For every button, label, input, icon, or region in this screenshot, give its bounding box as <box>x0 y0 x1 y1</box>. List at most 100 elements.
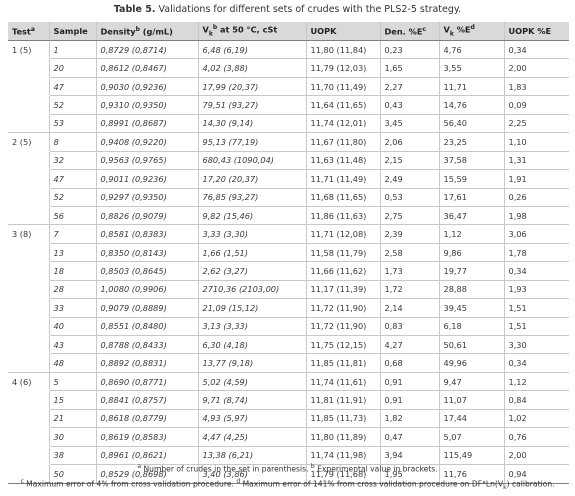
cell-test <box>8 298 50 318</box>
footnote-line-1: a Number of crudes in the set in parenth… <box>137 463 438 474</box>
cell-viscosity: 4,93 (5,97) <box>198 409 307 429</box>
cell-uopk: 11,64 (11,65) <box>306 95 381 115</box>
cell-viscosity-error: 3,55 <box>439 58 505 78</box>
cell-test <box>8 390 50 410</box>
cell-uopk-error: 3,30 <box>504 335 569 355</box>
header-row: Testa Sample Densityb (g/mL) Vkb at 50 °… <box>8 22 569 41</box>
cell-sample: 33 <box>49 298 97 318</box>
cell-uopk: 11,74 (11,61) <box>306 371 381 392</box>
cell-viscosity-error: 56,40 <box>439 114 505 134</box>
cell-uopk: 11,80 (11,89) <box>306 427 381 447</box>
cell-sample: 56 <box>49 206 97 226</box>
cell-density-error: 0,47 <box>380 427 440 447</box>
cell-uopk-error: 1,51 <box>504 298 569 318</box>
cell-test: 4 (6) <box>8 371 50 392</box>
cell-test <box>8 77 50 97</box>
cell-viscosity: 1,66 (1,51) <box>198 243 307 263</box>
cell-viscosity-error: 50,61 <box>439 335 505 355</box>
table-row: 38 0,8961 (0,8621) 13,38 (6,21) 11,74 (11,9… <box>8 446 569 466</box>
cell-density-error: 2,58 <box>380 243 440 263</box>
footnotes: a Number of crudes in the set in parenth… <box>0 461 575 494</box>
cell-viscosity: 17,20 (20,37) <box>198 169 307 189</box>
cell-density: 1,0080 (0,9906) <box>96 280 199 300</box>
cell-density-error: 3,94 <box>380 446 440 466</box>
cell-uopk: 11,79 (12,03) <box>306 58 381 78</box>
table-row: 50 0,8529 (0,8698) 3,40 (3,86) 11,79 (11,68… <box>8 464 569 484</box>
cell-density: 0,8619 (0,8583) <box>96 427 199 447</box>
table-row: 47 0,9030 (0,9236) 17,99 (20,37) 11,70 (11,… <box>8 77 569 97</box>
header-density-error: Den. %Ec <box>380 22 440 41</box>
cell-sample: 8 <box>49 132 97 152</box>
cell-viscosity-error: 9,47 <box>439 371 505 392</box>
cell-viscosity: 9,71 (8,74) <box>198 390 307 410</box>
cell-uopk-error: 0,26 <box>504 188 569 207</box>
table-row: 53 0,8991 (0,8687) 14,30 (9,14) 11,74 (12,0… <box>8 114 569 134</box>
cell-uopk-error: 2,00 <box>504 58 569 78</box>
cell-density-error: 1,73 <box>380 261 440 281</box>
cell-viscosity: 21,09 (15,12) <box>198 298 307 318</box>
cell-viscosity: 79,51 (93,27) <box>198 95 307 115</box>
caption-label: Table 5. <box>113 4 156 15</box>
cell-viscosity-error: 39,45 <box>439 298 505 318</box>
cell-uopk-error: 1,51 <box>504 317 569 337</box>
cell-viscosity-error: 1,12 <box>439 224 505 244</box>
table-row: 3 (8) 7 0,8581 (0,8383) 3,33 (3,30) 11,71 (1… <box>8 224 569 244</box>
cell-viscosity-error: 5,07 <box>439 427 505 447</box>
cell-density-error: 1,65 <box>380 58 440 78</box>
cell-viscosity-error: 4,76 <box>439 40 505 60</box>
table-row: 52 0,9310 (0,9350) 79,51 (93,27) 11,64 (11,… <box>8 95 569 115</box>
cell-uopk: 11,66 (11,62) <box>306 261 381 281</box>
cell-viscosity-error: 11,76 <box>439 464 505 484</box>
cell-density-error: 2,15 <box>380 151 440 171</box>
cell-density-error: 0,23 <box>380 40 440 60</box>
cell-viscosity-error: 11,07 <box>439 390 505 410</box>
cell-viscosity-error: 37,58 <box>439 151 505 171</box>
cell-uopk: 11,85 (11,81) <box>306 353 381 373</box>
cell-viscosity: 76,85 (93,27) <box>198 188 307 207</box>
cell-density-error: 2,14 <box>380 298 440 318</box>
cell-test: 2 (5) <box>8 132 50 152</box>
cell-density-error: 0,53 <box>380 188 440 207</box>
table-row: 43 0,8788 (0,8433) 6,30 (4,18) 11,75 (12,15… <box>8 335 569 355</box>
cell-uopk-error: 0,76 <box>504 427 569 447</box>
cell-sample: 52 <box>49 95 97 115</box>
header-sample: Sample <box>49 22 97 41</box>
cell-sample: 13 <box>49 243 97 263</box>
cell-sample: 5 <box>49 371 97 392</box>
table-body: 1 (5) 1 0,8729 (0,8714) 6,48 (6,19) 11,80 (1… <box>8 40 569 484</box>
cell-sample: 47 <box>49 77 97 97</box>
table-row: 18 0,8503 (0,8645) 2,62 (3,27) 11,66 (11,62… <box>8 261 569 281</box>
table-row: 15 0,8841 (0,8757) 9,71 (8,74) 11,81 (11,91… <box>8 390 569 410</box>
cell-viscosity: 3,40 (3,86) <box>198 464 307 484</box>
cell-uopk-error: 2,25 <box>504 114 569 134</box>
cell-uopk: 11,63 (11,48) <box>306 151 381 171</box>
cell-density-error: 2,06 <box>380 132 440 152</box>
cell-uopk: 11,58 (11,79) <box>306 243 381 263</box>
table-row: 40 0,8551 (0,8480) 3,13 (3,33) 11,72 (11,90… <box>8 317 569 337</box>
cell-uopk: 11,17 (11,39) <box>306 280 381 300</box>
cell-density-error: 0,43 <box>380 95 440 115</box>
cell-density-error: 2,39 <box>380 224 440 244</box>
cell-viscosity-error: 17,61 <box>439 188 505 207</box>
cell-density-error: 1,82 <box>380 409 440 429</box>
cell-density-error: 0,68 <box>380 353 440 373</box>
table-row: 32 0,9563 (0,9765) 680,43 (1090,04) 11,63 (… <box>8 151 569 171</box>
table-row: 48 0,8892 (0,8831) 13,77 (9,18) 11,85 (11,8… <box>8 353 569 373</box>
cell-sample: 43 <box>49 335 97 355</box>
cell-viscosity: 6,48 (6,19) <box>198 40 307 60</box>
cell-uopk: 11,72 (11,90) <box>306 298 381 318</box>
cell-viscosity: 3,33 (3,30) <box>198 224 307 244</box>
table-row: 28 1,0080 (0,9906) 2710,36 (2103,00) 11,17 … <box>8 280 569 300</box>
cell-uopk: 11,79 (11,68) <box>306 464 381 484</box>
cell-uopk-error: 0,84 <box>504 390 569 410</box>
cell-test <box>8 169 50 189</box>
cell-uopk-error: 1,31 <box>504 151 569 171</box>
cell-uopk-error: 1,93 <box>504 280 569 300</box>
cell-test <box>8 317 50 337</box>
cell-density: 0,8961 (0,8621) <box>96 446 199 466</box>
cell-test <box>8 261 50 281</box>
cell-density-error: 0,83 <box>380 317 440 337</box>
cell-viscosity: 13,77 (9,18) <box>198 353 307 373</box>
cell-viscosity: 6,30 (4,18) <box>198 335 307 355</box>
cell-viscosity: 9,82 (15,46) <box>198 206 307 226</box>
